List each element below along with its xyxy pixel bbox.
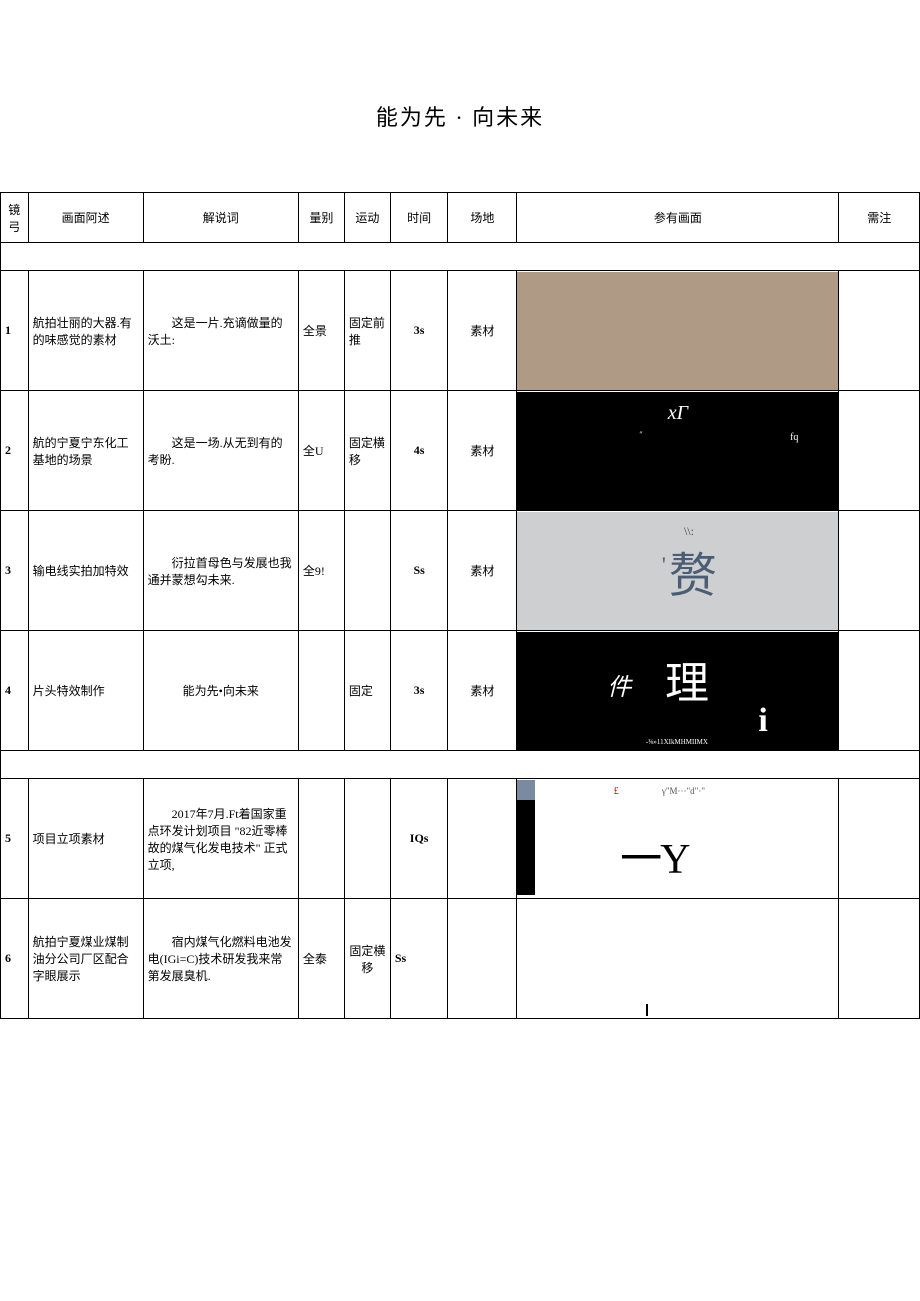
ref2-quote: ″ [639, 430, 642, 439]
ref6-bar [646, 1004, 648, 1016]
cell-time: 3s [390, 631, 448, 751]
cell-loc: 素材 [448, 511, 517, 631]
header-desc: 画面阿述 [28, 193, 143, 243]
cell-narr: 这是一片.充谪做量的沃土: [143, 271, 298, 391]
cell-num: 4 [1, 631, 29, 751]
cell-move: 固定前推 [344, 271, 390, 391]
header-type: 量别 [298, 193, 344, 243]
cell-desc: 项目立项素材 [28, 779, 143, 899]
cell-move: 固定横移 [344, 899, 390, 1019]
cell-narr: 这是一场.从无到有的考盼. [143, 391, 298, 511]
page-title: 能为先 · 向未来 [0, 0, 920, 192]
cell-note [839, 779, 920, 899]
table-row: 6 航拍宁夏煤业煤制油分公司厂区配合字眼展示 宿内煤气化燃料电池发电(IGi=C… [1, 899, 920, 1019]
table-row: 5 项目立项素材 2017年7月.Ft着国家重点环发计划项目 "82近零棒故的煤… [1, 779, 920, 899]
ref5-bar [517, 780, 535, 800]
cell-time: Ss [390, 511, 448, 631]
cell-num: 3 [1, 511, 29, 631]
header-loc: 场地 [448, 193, 517, 243]
cell-note [839, 271, 920, 391]
cell-note [839, 391, 920, 511]
cell-type [298, 631, 344, 751]
cell-num: 5 [1, 779, 29, 899]
ref-image-4: 件 理 i -⅜»11XIkMHMIIMX [517, 632, 838, 750]
cell-ref-image: £ γ"M···"d"·" 一Y [517, 779, 839, 899]
ref4-i: i [758, 702, 767, 740]
cell-note [839, 511, 920, 631]
cell-note [839, 899, 920, 1019]
cell-desc: 片头特效制作 [28, 631, 143, 751]
table-row: 4 片头特效制作 能为先•向未来 固定 3s 素材 件 理 i -⅜»11XIk… [1, 631, 920, 751]
ref5-pound: £ [614, 786, 619, 797]
cell-ref-image: \\: ' 赘 [517, 511, 839, 631]
cell-type: 全9! [298, 511, 344, 631]
cell-desc: 航的宁夏宁东化工基地的场景 [28, 391, 143, 511]
ref-image-2: xΓ ″ fq [517, 392, 838, 510]
ref4-li: 理 [665, 647, 709, 711]
cell-num: 2 [1, 391, 29, 511]
table-row: 3 输电线实拍加特效 衍拉首母色与发展也我通并蒙想勾未来. 全9! Ss 素材 … [1, 511, 920, 631]
cell-type: 全泰 [298, 899, 344, 1019]
header-narr: 解说词 [143, 193, 298, 243]
ref5-yy: 一Y [620, 825, 688, 886]
cell-loc: 素材 [448, 631, 517, 751]
cell-ref-image: 件 理 i -⅜»11XIkMHMIIMX [517, 631, 839, 751]
table-header-row: 镜弓 画面阿述 解说词 量别 运动 时间 场地 参有画面 需注 [1, 193, 920, 243]
cell-time: 4s [390, 391, 448, 511]
cell-type: 全U [298, 391, 344, 511]
cell-loc: 素材 [448, 391, 517, 511]
cell-desc: 输电线实拍加特效 [28, 511, 143, 631]
cell-loc [448, 899, 517, 1019]
cell-note [839, 631, 920, 751]
ref-image-6 [517, 900, 838, 1018]
ref-image-1 [517, 272, 838, 390]
cell-desc: 航拍壮丽的大器.有的味感觉的素材 [28, 271, 143, 391]
cell-desc: 航拍宁夏煤业煤制油分公司厂区配合字眼展示 [28, 899, 143, 1019]
cell-time: IQs [390, 779, 448, 899]
cell-ref-image [517, 271, 839, 391]
ref4-jian: 件 [607, 667, 631, 702]
cell-ref-image: xΓ ″ fq [517, 391, 839, 511]
cell-move [344, 511, 390, 631]
cell-move: 固定 [344, 631, 390, 751]
table-row: 2 航的宁夏宁东化工基地的场景 这是一场.从无到有的考盼. 全U 固定横移 4s… [1, 391, 920, 511]
table-row: 1 航拍壮丽的大器.有的味感觉的素材 这是一片.充谪做量的沃土: 全景 固定前推… [1, 271, 920, 391]
cell-num: 1 [1, 271, 29, 391]
cell-time: Ss [390, 899, 448, 1019]
cell-narr: 宿内煤气化燃料电池发电(IGi=C)技术研发我来常第发展臭机. [143, 899, 298, 1019]
ref2-text: xΓ [668, 402, 688, 425]
cell-narr: 能为先•向未来 [143, 631, 298, 751]
ref5-block [517, 800, 535, 895]
cell-type [298, 779, 344, 899]
cell-narr: 衍拉首母色与发展也我通并蒙想勾未来. [143, 511, 298, 631]
header-move: 运动 [344, 193, 390, 243]
ref-image-3: \\: ' 赘 [517, 512, 838, 630]
ref3-char: 赘 [669, 536, 717, 606]
header-note: 需注 [839, 193, 920, 243]
spacer-row [1, 243, 920, 271]
storyboard-table: 镜弓 画面阿述 解说词 量别 运动 时间 场地 参有画面 需注 1 航拍壮丽的大… [0, 192, 920, 1019]
ref3-slash: \\: [684, 524, 694, 539]
cell-type: 全景 [298, 271, 344, 391]
cell-loc: 素材 [448, 271, 517, 391]
ref4-small: -⅜»11XIkMHMIIMX [646, 738, 708, 746]
cell-ref-image [517, 899, 839, 1019]
header-time: 时间 [390, 193, 448, 243]
ref2-fq: fq [790, 432, 798, 443]
header-num: 镜弓 [1, 193, 29, 243]
cell-move [344, 779, 390, 899]
cell-num: 6 [1, 899, 29, 1019]
header-img: 参有画面 [517, 193, 839, 243]
cell-loc [448, 779, 517, 899]
ref5-gamma: γ"M···"d"·" [662, 786, 705, 796]
cell-time: 3s [390, 271, 448, 391]
cell-narr: 2017年7月.Ft着国家重点环发计划项目 "82近零棒故的煤气化发电技术" 正… [143, 779, 298, 899]
ref3-tick: ' [662, 552, 666, 578]
cell-move: 固定横移 [344, 391, 390, 511]
spacer-row [1, 751, 920, 779]
ref-image-5: £ γ"M···"d"·" 一Y [517, 780, 838, 898]
